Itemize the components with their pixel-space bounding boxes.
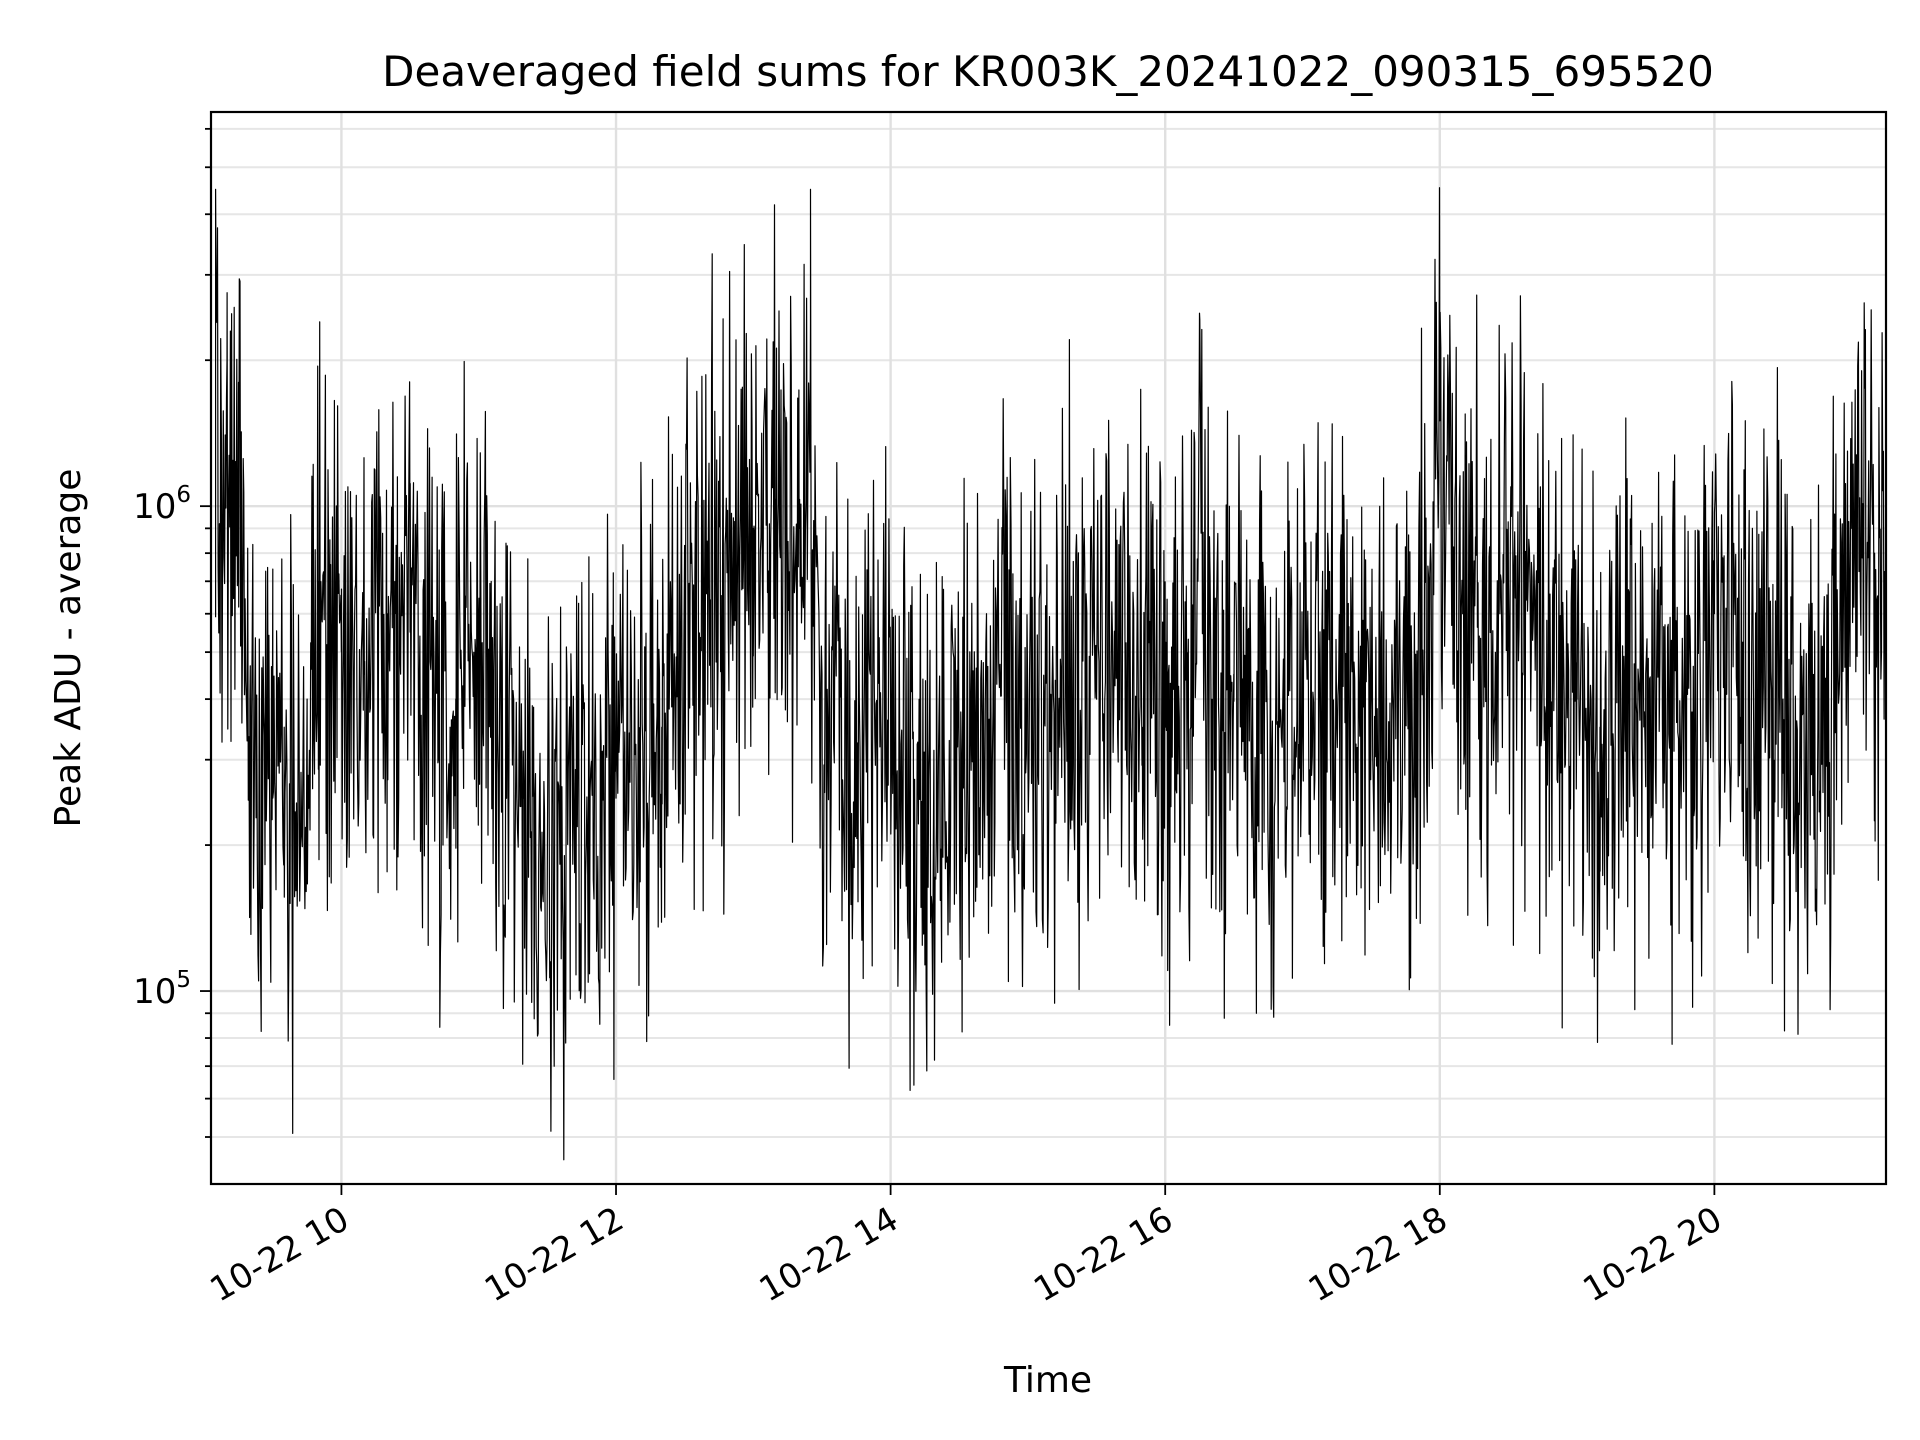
y-tick-label: 106 [133, 482, 191, 527]
series-line [215, 187, 1886, 1161]
chart-title: Deaveraged field sums for KR003K_2024102… [382, 47, 1714, 96]
x-axis-label: Time [1003, 1360, 1092, 1401]
plot-frame [209, 110, 1888, 1186]
y-axis-label: Peak ADU - average [48, 469, 89, 828]
y-tick-label: 105 [133, 967, 191, 1012]
data-layer [215, 187, 1886, 1161]
